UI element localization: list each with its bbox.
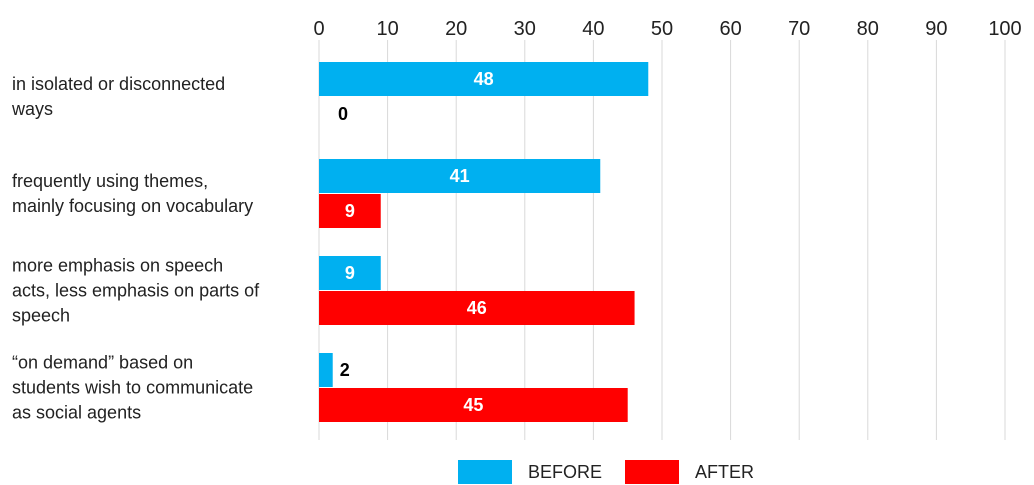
category-label-3: “on demand” based on students wish to com… [12,353,253,423]
legend-swatch-after [625,460,679,484]
legend: BEFORE AFTER [458,460,754,484]
bars [319,62,649,422]
x-tick-label-30: 30 [514,18,536,40]
x-tick-label-10: 10 [376,18,398,40]
data-label-before-1: 41 [450,166,470,186]
category-label-line: as social agents [12,403,141,423]
category-label-0: in isolated or disconnected ways [11,74,225,119]
legend-label-before: BEFORE [528,462,602,482]
category-label-2: more emphasis on speech acts, less emphas… [12,256,260,326]
data-label-after-1: 9 [345,201,355,221]
category-label-line: mainly focusing on vocabulary [12,196,253,216]
x-tick-label-100: 100 [988,18,1021,40]
bar-after-2 [319,291,635,325]
category-label-line: “on demand” based on [12,353,193,373]
x-tick-label-80: 80 [857,18,879,40]
data-label-before-2: 9 [345,263,355,283]
x-tick-label-40: 40 [582,18,604,40]
data-labels: 48 0 41 9 9 46 2 45 [338,69,494,415]
x-tick-label-0: 0 [313,18,324,40]
data-label-before-3: 2 [340,360,350,380]
category-label-line: ways [11,99,53,119]
x-tick-label-90: 90 [925,18,947,40]
category-label-line: in isolated or disconnected [12,74,225,94]
category-label-line: students wish to communicate [12,378,253,398]
data-label-after-2: 46 [467,298,487,318]
x-tick-label-20: 20 [445,18,467,40]
category-label-line: speech [12,306,70,326]
legend-label-after: AFTER [695,462,754,482]
x-axis-ticks: 0 10 20 30 40 50 60 70 80 90 100 [313,18,1021,40]
category-label-1: frequently using themes, mainly focusing … [12,171,253,216]
category-label-line: more emphasis on speech [12,256,223,276]
category-label-line: acts, less emphasis on parts of [12,281,260,301]
gridlines [318,40,1006,440]
bar-before-2 [319,256,381,290]
legend-swatch-before [458,460,512,484]
x-tick-label-50: 50 [651,18,673,40]
data-label-after-3: 45 [463,395,483,415]
data-label-after-0: 0 [338,104,348,124]
bar-before-1 [319,159,601,193]
bar-after-1 [319,194,381,228]
bar-after-3 [319,388,628,422]
category-labels: in isolated or disconnected ways frequentl… [11,74,260,423]
bar-before-3 [319,353,333,387]
x-tick-label-70: 70 [788,18,810,40]
category-label-line: frequently using themes, [12,171,208,191]
x-tick-label-60: 60 [719,18,741,40]
data-label-before-0: 48 [474,69,494,89]
bar-before-0 [319,62,649,96]
